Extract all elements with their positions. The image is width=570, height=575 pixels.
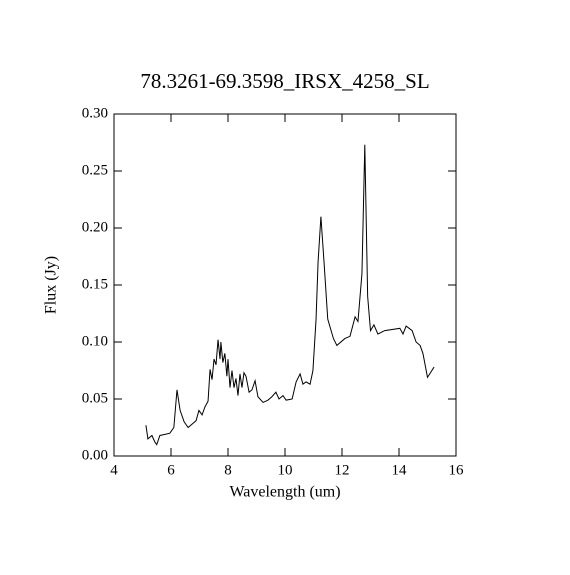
y-tick-label: 0.30 [82,105,108,121]
plot-frame [113,113,457,457]
y-tick-label: 0.00 [82,447,108,463]
chart-title: 78.3261-69.3598_IRSX_4258_SL [140,69,429,93]
y-tick-label: 0.05 [82,390,108,406]
x-tick-label: 12 [335,462,350,478]
y-tick-label: 0.15 [82,276,108,292]
x-tick-label: 6 [167,462,175,478]
x-tick-label: 8 [224,462,232,478]
y-axis-label: Flux (Jy) [43,256,60,314]
x-axis-label: Wavelength (um) [229,484,340,501]
x-tick-label: 10 [278,462,293,478]
x-tick-label: 16 [449,462,465,478]
x-tick-label: 4 [110,462,118,478]
y-tick-label: 0.25 [82,162,108,178]
spectrum-line [145,144,435,446]
y-tick-label: 0.20 [82,219,108,235]
x-tick-label: 14 [392,462,408,478]
y-tick-label: 0.10 [82,333,108,349]
